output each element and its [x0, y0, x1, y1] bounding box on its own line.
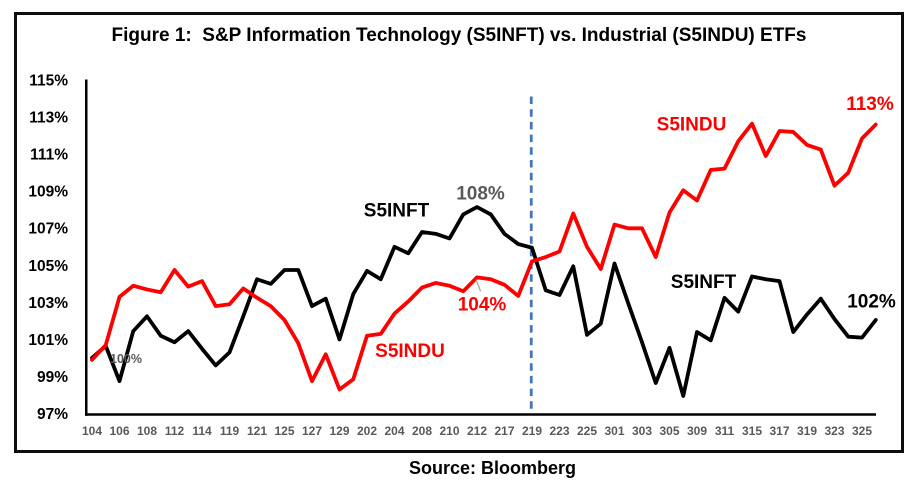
y-tick-label: 111%	[30, 147, 68, 164]
x-tick-label: 114	[192, 424, 212, 438]
chart-axes	[85, 79, 876, 416]
s5indu-callout-label: 104%	[458, 295, 507, 316]
s5indu-end-label: 113%	[846, 94, 894, 115]
y-tick-label: 113%	[29, 110, 68, 127]
x-tick-label: 305	[659, 424, 679, 438]
x-tick-label: 208	[412, 424, 432, 438]
y-tick-label: 115%	[29, 73, 68, 90]
x-tick-label: 323	[824, 424, 844, 438]
series-line-s5inft	[90, 205, 878, 398]
s5indu-label-right: S5INDU	[657, 115, 727, 136]
x-tick-label: 319	[797, 424, 817, 438]
x-tick-label: 129	[329, 424, 349, 438]
x-tick-label: 223	[549, 424, 569, 438]
x-tick-label: 311	[715, 424, 735, 438]
s5inft-label-right: S5INFT	[671, 272, 737, 293]
y-tick-label: 99%	[37, 369, 68, 386]
x-tick-label: 225	[577, 424, 597, 438]
s5inft-end-label: 102%	[847, 292, 896, 313]
x-tick-label: 108	[137, 424, 157, 438]
y-tick-label: 103%	[28, 295, 68, 312]
s5inft-peak-label: 108%	[456, 184, 505, 205]
x-tick-label: 309	[687, 424, 707, 438]
start-value-label: 100%	[110, 352, 142, 366]
x-tick-label: 315	[742, 424, 762, 438]
chart-annotations: 100% S5INFT 108% 104% S5INDU S5INDU 113% S5INFT…	[110, 94, 896, 366]
y-tick-label: 97%	[37, 406, 68, 423]
x-tick-label: 106	[109, 424, 129, 438]
y-tick-label: 109%	[28, 184, 68, 201]
series-line-s5indu	[90, 121, 878, 392]
figure-border-box: Figure 1: S&P Information Technology (S5…	[14, 11, 904, 453]
x-tick-label: 301	[604, 424, 624, 438]
x-axis-tick-labels: 104 106 108 112 114 119 121 125 127 129 202 204 208 2…	[82, 424, 872, 438]
y-axis-tick-labels: 115% 113% 111% 109% 107% 105% 103% 101% 99% 97%	[28, 73, 68, 424]
s5inft-label-left: S5INFT	[364, 201, 430, 222]
figure-title: Figure 1: S&P Information Technology (S5…	[111, 24, 807, 46]
y-tick-label: 107%	[28, 221, 68, 238]
x-tick-label: 303	[632, 424, 652, 438]
x-tick-label: 210	[439, 424, 459, 438]
x-tick-label: 127	[302, 424, 322, 438]
x-tick-label: 325	[852, 424, 872, 438]
chart-series-lines	[90, 121, 878, 398]
x-tick-label: 212	[467, 424, 487, 438]
x-tick-label: 217	[494, 424, 514, 438]
x-tick-label: 125	[274, 424, 294, 438]
x-tick-label: 202	[357, 424, 377, 438]
s5indu-label-left: S5INDU	[375, 341, 445, 362]
callout-leader-line	[475, 279, 482, 292]
x-tick-label: 104	[82, 424, 102, 438]
x-tick-label: 317	[769, 424, 789, 438]
x-tick-label: 204	[384, 424, 404, 438]
y-tick-label: 105%	[28, 258, 68, 275]
x-tick-label: 119	[220, 424, 240, 438]
y-tick-label: 101%	[28, 332, 68, 349]
x-tick-label: 219	[522, 424, 542, 438]
x-tick-label: 112	[165, 424, 185, 438]
x-tick-label: 121	[247, 424, 267, 438]
source-caption: Source: Bloomberg	[408, 458, 577, 478]
